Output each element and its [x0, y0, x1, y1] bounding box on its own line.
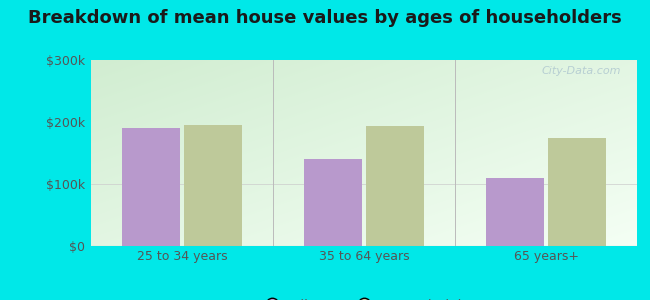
Bar — [304, 159, 362, 246]
Bar — [486, 178, 544, 246]
Text: City-Data.com: City-Data.com — [541, 66, 621, 76]
Bar — [548, 137, 606, 246]
Legend: Milton, West Virginia: Milton, West Virginia — [253, 293, 475, 300]
Bar — [122, 128, 180, 246]
Bar — [366, 126, 424, 246]
Bar — [184, 125, 242, 246]
Text: Breakdown of mean house values by ages of householders: Breakdown of mean house values by ages o… — [28, 9, 622, 27]
